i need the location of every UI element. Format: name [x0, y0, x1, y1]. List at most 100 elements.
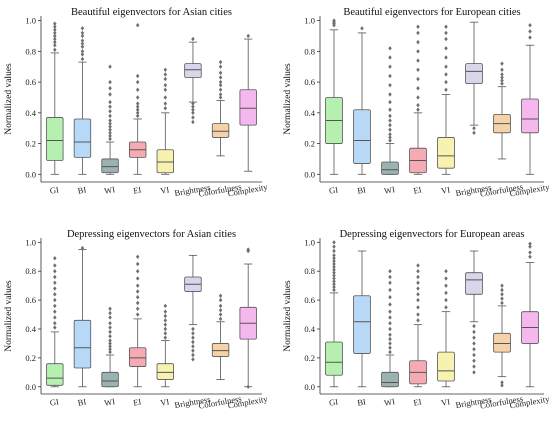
outlier-point	[53, 321, 57, 326]
outlier-point	[191, 331, 195, 336]
outlier-point	[500, 283, 504, 288]
outlier-point	[135, 261, 140, 267]
y-tick-label: 0.6	[25, 295, 36, 305]
box-wi	[381, 269, 399, 388]
outlier-point	[416, 24, 420, 29]
outlier-point	[416, 263, 420, 268]
x-tick-label-vi: VI	[159, 184, 170, 195]
box-colorfulness	[211, 293, 230, 380]
outlier-point	[191, 119, 195, 125]
y-tick-label: 0.4	[25, 108, 36, 118]
outlier-point	[388, 113, 392, 119]
box-gi	[46, 256, 64, 388]
outlier-point	[332, 284, 336, 290]
outlier-point	[388, 341, 392, 346]
x-tick-label-ei: EI	[132, 396, 142, 407]
outlier-point	[53, 274, 57, 280]
outlier-point	[108, 92, 112, 97]
iqr-box	[353, 295, 371, 354]
outlier-point	[135, 73, 140, 79]
outlier-point	[416, 49, 420, 54]
outlier-point	[388, 92, 392, 97]
outlier-point	[500, 72, 504, 77]
outlier-point	[388, 127, 392, 132]
outlier-point	[108, 124, 112, 129]
outlier-point	[53, 315, 57, 320]
outlier-point	[163, 331, 168, 336]
outlier-point	[388, 269, 392, 274]
outlier-point	[444, 36, 448, 42]
y-tick-label: 0.6	[304, 295, 315, 305]
outlier-point	[416, 318, 420, 323]
box-brightness	[465, 21, 483, 136]
x-tick-label-vi: VI	[159, 396, 170, 407]
outlier-point	[53, 27, 57, 33]
outlier-point	[360, 26, 364, 31]
outlier-point	[163, 72, 168, 77]
y-tick-label: 0.0	[304, 169, 315, 179]
outlier-point	[388, 135, 392, 140]
y-tick-label: 1.0	[25, 16, 36, 26]
iqr-box	[381, 161, 399, 175]
outlier-point	[332, 287, 336, 293]
box-ei	[409, 24, 427, 175]
outlier-point	[528, 241, 532, 246]
box-vi	[156, 303, 174, 388]
iqr-box	[437, 137, 455, 169]
outlier-point	[191, 335, 195, 340]
chart-panel-3: Depressing eigenvectors for Asian cities…	[4, 229, 269, 411]
outlier-point	[191, 107, 195, 112]
outlier-point	[444, 24, 448, 29]
x-tick-label-vi: VI	[440, 184, 451, 195]
x-tick-label-wi: WI	[383, 184, 396, 196]
y-tick-label: 0.8	[25, 46, 36, 56]
y-tick-label: 0.8	[304, 46, 315, 56]
outlier-point	[332, 273, 336, 278]
outlier-point	[135, 276, 140, 281]
outlier-point	[416, 269, 420, 274]
outlier-point	[80, 44, 85, 49]
box-vi	[437, 24, 455, 175]
outlier-point	[135, 107, 140, 112]
outlier-point	[416, 67, 420, 72]
outlier-point	[53, 256, 57, 261]
outlier-point	[108, 338, 112, 343]
outlier-point	[191, 348, 195, 353]
outlier-point	[163, 309, 168, 314]
outlier-point	[108, 130, 112, 136]
outlier-point	[388, 64, 392, 69]
box-bi	[353, 26, 371, 175]
iqr-box	[73, 118, 92, 158]
y-tick-label: 0.2	[25, 139, 36, 149]
outlier-point	[53, 43, 57, 48]
outlier-point	[135, 79, 140, 85]
outlier-point	[500, 292, 504, 297]
x-tick-label-bi: BI	[77, 184, 87, 195]
x-tick-label-wi: WI	[103, 396, 116, 408]
outlier-point	[163, 95, 168, 100]
outlier-point	[388, 55, 392, 60]
x-tick-label-wi: WI	[383, 396, 396, 408]
outlier-point	[388, 107, 392, 112]
outlier-point	[444, 290, 448, 296]
x-tick-label-wi: WI	[103, 184, 116, 196]
outlier-point	[191, 344, 195, 349]
box-gi	[325, 18, 343, 175]
outlier-point	[388, 46, 392, 51]
y-axis-label: Normalized values	[4, 280, 14, 352]
outlier-point	[444, 87, 448, 92]
x-tick-label-bi: BI	[356, 184, 366, 195]
iqr-box	[184, 63, 202, 78]
outlier-point	[80, 56, 85, 62]
x-tick-label-gi: GI	[49, 184, 60, 195]
outlier-point	[108, 99, 112, 105]
outlier-point	[332, 276, 336, 281]
outlier-point	[163, 318, 168, 323]
outlier-point	[472, 126, 476, 131]
box-ei	[409, 263, 427, 388]
outlier-point	[218, 79, 223, 85]
chart-panel-4: Depressing eigenvectors for European are…	[283, 229, 550, 411]
outlier-point	[191, 326, 195, 332]
outlier-point	[500, 81, 504, 86]
iqr-box	[239, 89, 257, 126]
